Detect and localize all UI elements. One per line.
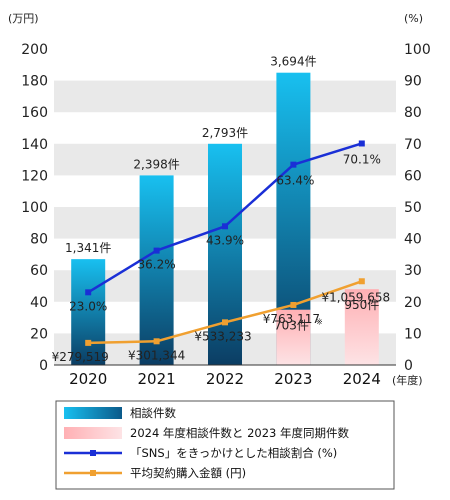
sns-ratio-point (85, 289, 92, 296)
legend-label-sns-ratio: 「SNS」をきっかけとした相談割合 (%) (130, 446, 337, 460)
left-tick-label: 0 (39, 358, 48, 374)
lines (85, 140, 365, 346)
bar-label-consultations: 2,398件 (133, 157, 179, 171)
sns-ratio-label: 36.2% (138, 258, 176, 272)
x-tick-label: 2020 (69, 370, 107, 388)
avg-amount-point (85, 339, 92, 346)
bar-consultations (71, 259, 106, 365)
grid-band (54, 80, 396, 113)
x-tick-label: 2021 (138, 370, 176, 388)
right-tick-label: 40 (404, 232, 422, 248)
bar-label-period-comparison: 703件 (274, 319, 309, 333)
left-axis-unit: (万円) (8, 12, 39, 25)
right-axis-ticks: 0 10 20 30 40 50 60 70 80 90 100 (404, 42, 431, 374)
x-tick-label: 2024 (343, 370, 381, 388)
left-tick-label: 140 (21, 137, 48, 153)
avg-amount-label: ¥279,519 (52, 350, 109, 364)
left-tick-label: 20 (30, 326, 48, 342)
right-tick-label: 60 (404, 168, 422, 184)
right-tick-label: 50 (404, 200, 422, 216)
legend-marker-avg-amount (90, 470, 96, 476)
sns-ratio-label: 23.0% (69, 299, 107, 313)
left-tick-label: 100 (21, 200, 48, 216)
bar-label-consultations: 1,341件 (65, 241, 111, 255)
legend-label-avg-amount: 平均契約購入金額 (円) (130, 466, 246, 480)
bar-label-consultations: 3,694件 (270, 55, 316, 69)
legend-label-period-comparison: 2024 年度相談件数と 2023 年度同期件数 (130, 426, 349, 440)
left-tick-label: 160 (21, 105, 48, 121)
avg-amount-label: ¥763,117 (263, 312, 320, 326)
bars (71, 72, 379, 365)
legend: 相談件数 2024 年度相談件数と 2023 年度同期件数「SNS」をきっかけとし… (64, 406, 349, 480)
right-tick-label: 90 (404, 74, 422, 90)
bar-label-period-comparison: 950件 (344, 298, 379, 312)
sns-ratio-label: 43.9% (206, 233, 244, 247)
data-labels: 1,341件 2,398件 2,793件 3,694件 703件 ※ 950件 23.0% 36… (52, 55, 391, 364)
sns-ratio-label: 70.1% (343, 152, 381, 166)
bar-label-consultations: 2,793件 (202, 126, 248, 140)
sns-ratio-point (358, 140, 365, 147)
right-tick-label: 20 (404, 295, 422, 311)
avg-amount-point (358, 278, 365, 285)
sns-ratio-point (222, 223, 228, 230)
legend-swatch-period-comparison (64, 427, 122, 439)
right-tick-label: 0 (404, 358, 413, 374)
right-tick-label: 80 (404, 105, 422, 121)
right-tick-label: 70 (404, 137, 422, 153)
bar-consultations (139, 175, 174, 365)
x-axis-unit: (年度) (392, 373, 423, 387)
left-tick-label: 60 (30, 263, 48, 279)
legend-swatch-consultations (64, 407, 122, 419)
avg-amount-point (222, 319, 228, 326)
avg-amount-label: ¥301,344 (128, 348, 185, 362)
right-axis-unit: (%) (404, 12, 423, 25)
left-tick-label: 180 (21, 74, 48, 90)
bar-consultations (208, 143, 242, 365)
left-tick-label: 40 (30, 295, 48, 311)
right-tick-label: 100 (404, 42, 431, 58)
left-axis-ticks: 0 20 40 60 80 100 120 140 160 180 200 (21, 42, 48, 374)
right-tick-label: 30 (404, 263, 422, 279)
avg-amount-label: ¥1,059,658 (321, 290, 390, 304)
bar-period-comparison (344, 289, 379, 365)
sns-ratio-point (290, 161, 297, 168)
sns-ratio-label: 63.4% (276, 174, 314, 188)
avg-amount-point (153, 338, 160, 345)
avg-amount-label: ¥533,233 (194, 329, 251, 343)
left-tick-label: 120 (21, 168, 48, 184)
left-tick-label: 200 (21, 42, 48, 58)
left-tick-label: 80 (30, 232, 48, 248)
bar-period-comparison (276, 309, 311, 365)
legend-label-consultations: 相談件数 (130, 406, 176, 420)
avg-amount-point (290, 301, 297, 308)
legend-marker-sns-ratio (90, 450, 96, 456)
right-tick-label: 10 (404, 326, 422, 342)
bar-label-note-mark: ※ (316, 318, 323, 327)
x-axis-ticks: 2020 2021 2022 2023 2024 (69, 370, 381, 388)
sns-ratio-point (153, 247, 160, 254)
x-tick-label: 2023 (274, 370, 312, 388)
x-tick-label: 2022 (206, 370, 244, 388)
